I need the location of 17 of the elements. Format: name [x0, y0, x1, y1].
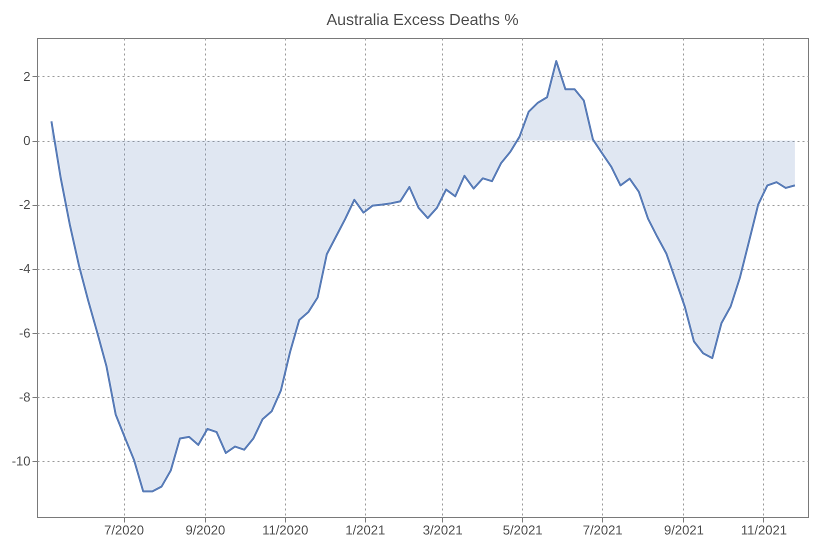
- x-tick-label: 7/2021: [582, 522, 623, 538]
- x-tick-label: 1/2021: [345, 522, 386, 538]
- x-tick-label: 7/2020: [104, 522, 144, 538]
- x-tick-label: 5/2021: [502, 522, 543, 538]
- y-tick-label: 2: [23, 68, 30, 84]
- y-tick-label: -10: [12, 453, 30, 468]
- y-tick-label: -6: [18, 325, 30, 340]
- y-tick-label: -2: [18, 197, 30, 212]
- x-tick-label: 9/2021: [664, 522, 704, 538]
- y-tick-label: 0: [23, 133, 30, 148]
- x-tick-label: 3/2021: [422, 522, 463, 538]
- x-tick-label: 11/2020: [262, 522, 308, 538]
- y-tick-label: -4: [18, 261, 30, 276]
- x-tick-label: 9/2020: [185, 522, 226, 538]
- x-tick-label: 11/2021: [740, 522, 787, 538]
- chart-title: Australia Excess Deaths %: [326, 12, 519, 29]
- y-tick-label: -8: [18, 389, 30, 404]
